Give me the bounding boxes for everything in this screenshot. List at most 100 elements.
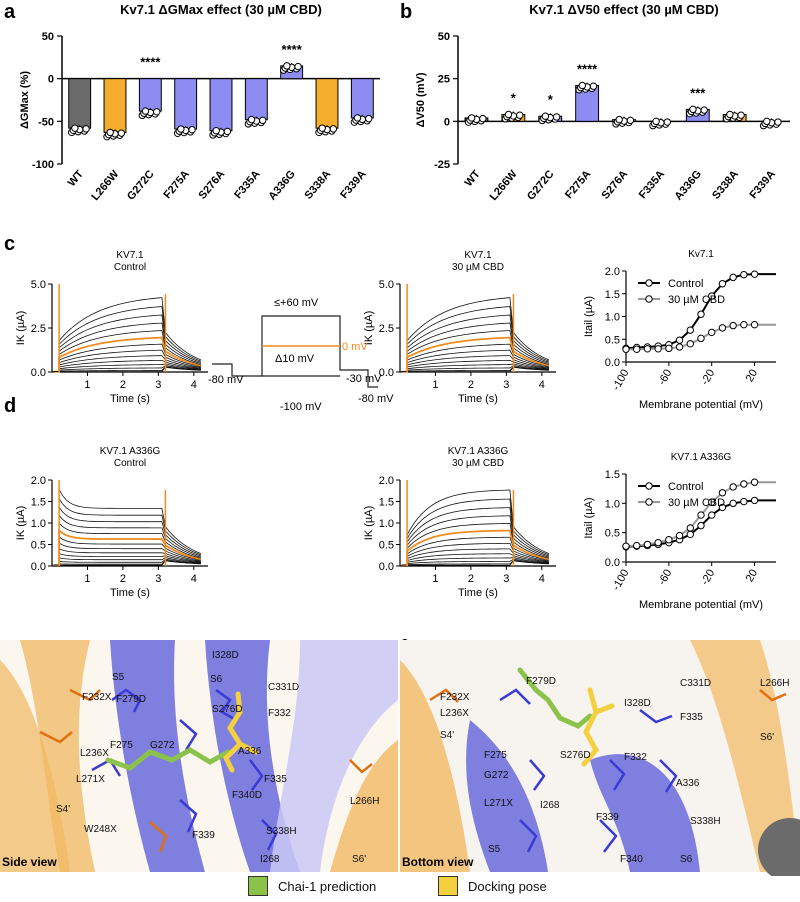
- bar-L266W: [103, 78, 127, 133]
- trace-sweep: [53, 349, 201, 373]
- legend-swatch-green: [248, 876, 268, 896]
- x-tick-label: 1: [432, 379, 438, 391]
- trace-sweep: [53, 522, 202, 566]
- y-tick-label: 50: [42, 31, 54, 43]
- data-point: [365, 114, 373, 123]
- significance-L266W: *: [511, 91, 517, 106]
- residue-label-e: F339: [192, 830, 215, 841]
- residue-label-f: F340: [620, 854, 643, 865]
- trace-subtitle: Control: [114, 262, 146, 273]
- residue-label-f: F279D: [526, 676, 556, 687]
- y-axis-label: Itail (µA): [583, 497, 595, 538]
- trace-title: KV7.1 A336G: [448, 446, 509, 457]
- data-point: [353, 114, 362, 122]
- x-tick-label: L266W: [488, 168, 520, 203]
- x-tick-label: 20: [744, 368, 761, 385]
- protocol-tail-label: -30 mV: [346, 373, 382, 385]
- x-tick-label: 3: [503, 379, 509, 391]
- gv-point: [750, 478, 759, 486]
- y-tick-label: 2.0: [379, 475, 394, 487]
- residue-label-f: S6: [680, 854, 693, 865]
- residue-label-f: S5: [488, 844, 501, 855]
- trace-sweep: [401, 366, 549, 373]
- bar-F275A: [174, 78, 198, 130]
- y-tick-label: -25: [434, 159, 450, 171]
- residue-label-e: W248X: [84, 824, 117, 835]
- residue-label-e: S4': [56, 804, 70, 815]
- residue-label-f: S6': [760, 732, 774, 743]
- trace-sweep: [401, 548, 549, 566]
- trace-sweep: [53, 559, 201, 566]
- legend-marker: [645, 279, 653, 287]
- gv-point: [718, 489, 727, 497]
- residue-label-e: F340D: [232, 790, 262, 801]
- protocol-bottom-label: -100 mV: [280, 401, 322, 413]
- residue-label-e: F279D: [116, 694, 146, 705]
- trace-sweep: [53, 542, 201, 566]
- residue-label-e: F332: [268, 708, 291, 719]
- x-axis-label: Time (s): [458, 587, 498, 599]
- significance-G272C: *: [548, 92, 554, 107]
- data-point: [329, 125, 338, 133]
- y-tick-label: -100: [32, 159, 54, 171]
- gv-point: [622, 345, 630, 353]
- significance-G272C: ****: [140, 55, 161, 70]
- trace-sweep: [401, 507, 550, 566]
- y-tick-label: 1.0: [379, 518, 394, 530]
- data-point: [689, 105, 697, 114]
- data-point: [516, 111, 524, 119]
- x-tick-label: 2: [120, 379, 126, 391]
- data-point: [71, 124, 79, 132]
- trace-sweep: [53, 514, 202, 566]
- gv-point: [633, 345, 641, 353]
- y-tick-label: 2.0: [605, 266, 620, 278]
- x-tick-label: S338A: [302, 168, 333, 202]
- gv-point: [750, 496, 759, 505]
- y-tick-label: 2.5: [31, 323, 46, 335]
- legend: Chai-1 prediction Docking pose: [0, 876, 800, 902]
- data-point: [479, 114, 487, 123]
- x-tick-label: 2: [468, 379, 474, 391]
- y-tick-label: 1.5: [605, 289, 620, 301]
- protocol-end-label: -80 mV: [358, 393, 394, 405]
- gv-point: [729, 483, 737, 491]
- legend-label-chai1: Chai-1 prediction: [278, 878, 377, 894]
- gv-point: [697, 521, 705, 530]
- protocol-mid-label: 0 mV: [342, 341, 368, 353]
- x-axis-label: Membrane potential (mV): [639, 599, 763, 611]
- y-tick-label: 1.0: [31, 518, 46, 530]
- trace-sweep: [401, 365, 549, 373]
- gv-point: [686, 340, 694, 348]
- gv-point: [708, 328, 716, 337]
- gv-point: [675, 531, 684, 540]
- x-tick-label: 2: [120, 573, 126, 585]
- gv-point: [718, 280, 727, 288]
- x-tick-label: A336G: [266, 168, 298, 202]
- protocol-step-label: Δ10 mV: [275, 353, 315, 365]
- trace-sweep: [53, 314, 202, 373]
- bar-S276A: [209, 78, 233, 132]
- residue-label-e: S6: [210, 674, 223, 685]
- y-axis-label: IK (µA): [15, 311, 27, 345]
- trace-sweep: [401, 559, 549, 566]
- x-axis-label: Time (s): [110, 587, 150, 599]
- residue-label-f: C331D: [680, 678, 711, 689]
- gv-point: [708, 511, 716, 519]
- trace-sweep: [53, 360, 201, 373]
- x-tick-label: WT: [66, 168, 86, 189]
- significance-F275A: ****: [577, 61, 598, 76]
- trace-title: KV7.1 A336G: [100, 446, 161, 457]
- data-point: [663, 118, 671, 126]
- chart-title: Kv7.1 ΔGMax effect (30 µM CBD): [120, 2, 322, 17]
- legend-item-docking: Docking pose: [438, 876, 547, 896]
- y-tick-label: 0.0: [31, 367, 46, 379]
- y-tick-label: 0: [444, 116, 450, 128]
- trace-orange-0mv: [53, 528, 202, 567]
- data-point: [589, 82, 598, 90]
- y-axis-label: ΔGMax (%): [19, 71, 31, 129]
- trace-sweep: [401, 515, 550, 566]
- x-tick-label: 3: [503, 573, 509, 585]
- data-point: [318, 124, 326, 132]
